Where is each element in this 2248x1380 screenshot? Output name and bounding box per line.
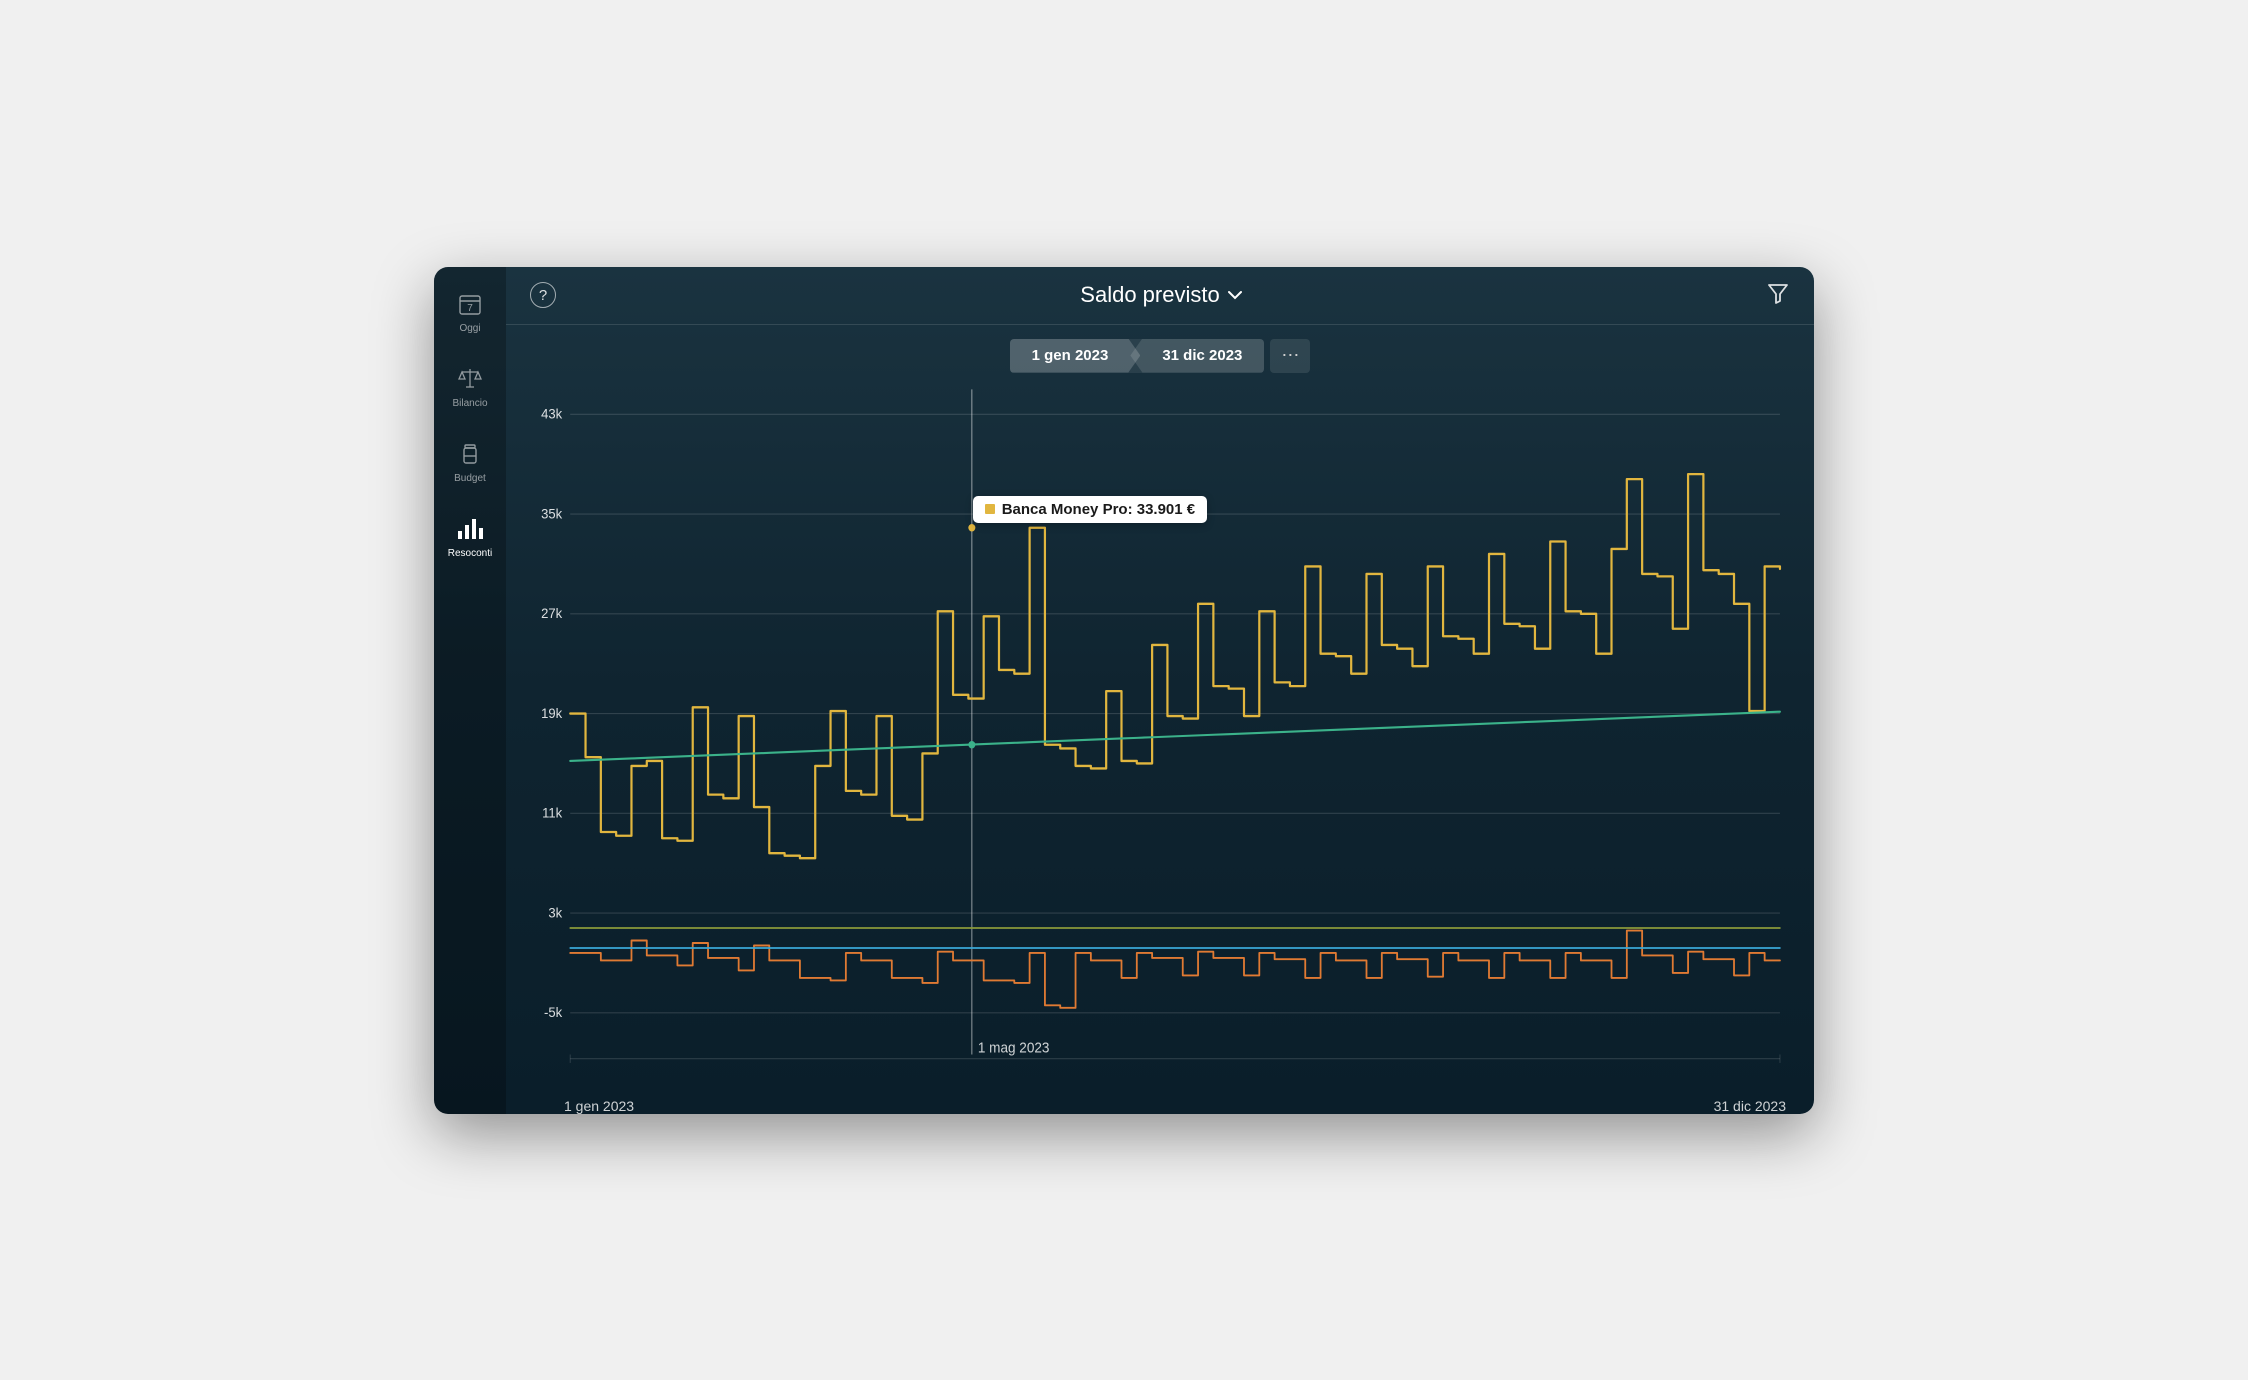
x-axis-labels: 1 gen 2023 31 dic 2023 [506,1094,1814,1114]
app-window: 7 Oggi Bilancio [434,267,1814,1114]
sidebar-item-resoconti[interactable]: Resoconti [434,508,506,565]
sidebar-label-budget: Budget [454,473,486,484]
help-button[interactable]: ? [530,282,556,308]
bars-icon [455,514,485,544]
date-end-button[interactable]: 31 dic 2023 [1130,339,1264,373]
scale-icon [455,364,485,394]
tooltip-swatch [985,504,995,514]
main-pane: ? Saldo previsto 1 gen 2023 31 dic 2023 [506,267,1814,1114]
date-start-button[interactable]: 1 gen 2023 [1010,339,1141,373]
sidebar: 7 Oggi Bilancio [434,267,506,1114]
sidebar-label-bilancio: Bilancio [452,398,487,409]
date-range-picker: 1 gen 2023 31 dic 2023 [1010,339,1265,373]
balance-chart[interactable]: 43k 35k 27k 19k 11k 3k -5k 1 mag 2023 Banca Mon… [506,383,1814,1094]
svg-text:-5k: -5k [544,1004,562,1019]
svg-text:43k: 43k [541,406,562,421]
chevron-down-icon [1228,287,1242,303]
sidebar-label-oggi: Oggi [459,323,480,334]
sidebar-label-resoconti: Resoconti [448,548,492,559]
svg-text:3k: 3k [548,904,562,919]
chart-tooltip: Banca Money Pro: 33.901 € [973,496,1207,523]
calendar-icon: 7 [455,289,485,319]
svg-text:11k: 11k [542,805,562,820]
x-end-label: 31 dic 2023 [1714,1098,1786,1114]
filter-button[interactable] [1766,281,1790,310]
sidebar-item-oggi[interactable]: 7 Oggi [434,283,506,340]
page-title: Saldo previsto [1080,282,1219,308]
svg-text:1 mag 2023: 1 mag 2023 [978,1039,1050,1055]
sidebar-item-bilancio[interactable]: Bilancio [434,358,506,415]
tooltip-text: Banca Money Pro: 33.901 € [1002,501,1195,518]
date-range-controls: 1 gen 2023 31 dic 2023 ⋯ [506,325,1814,383]
svg-text:7: 7 [467,303,473,314]
svg-text:19k: 19k [541,705,562,720]
jar-icon [455,439,485,469]
date-more-button[interactable]: ⋯ [1270,339,1310,373]
svg-text:35k: 35k [541,505,562,520]
svg-text:27k: 27k [541,605,562,620]
topbar: ? Saldo previsto [506,267,1814,325]
x-start-label: 1 gen 2023 [564,1098,634,1114]
sidebar-item-budget[interactable]: Budget [434,433,506,490]
report-title-dropdown[interactable]: Saldo previsto [1080,282,1241,308]
